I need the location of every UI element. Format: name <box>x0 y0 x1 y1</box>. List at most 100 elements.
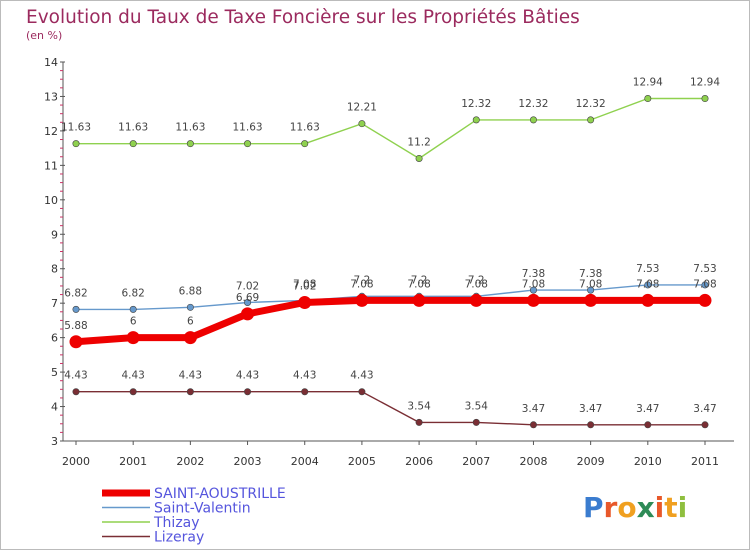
data-label: 3.47 <box>579 403 602 415</box>
data-label: 12.32 <box>518 98 548 110</box>
data-point <box>701 95 709 103</box>
x-tick-label: 2002 <box>176 455 204 468</box>
y-tick-label: 6 <box>51 332 58 345</box>
series-line <box>75 284 706 311</box>
data-point <box>186 303 194 311</box>
data-label: 7.08 <box>579 278 602 290</box>
data-label: 4.43 <box>236 370 259 382</box>
data-label: 6.69 <box>236 292 259 304</box>
data-label: 7.2 <box>468 274 485 286</box>
data-point <box>469 293 483 307</box>
x-tick-label: 2000 <box>62 455 90 468</box>
y-tick-label: 11 <box>44 159 58 172</box>
data-point <box>129 388 137 396</box>
data-point <box>587 116 595 124</box>
data-point <box>69 335 83 349</box>
data-label: 6.82 <box>121 287 144 299</box>
data-label: 7.53 <box>636 263 659 275</box>
data-label: 6.82 <box>64 287 87 299</box>
data-point <box>244 388 252 396</box>
legend-label: Lizeray <box>154 530 204 546</box>
data-label: 7.2 <box>411 274 428 286</box>
y-tick-label: 7 <box>51 297 58 310</box>
x-tick-label: 2009 <box>577 455 605 468</box>
data-label: 12.32 <box>576 98 606 110</box>
data-label: 11.63 <box>290 122 320 134</box>
data-label: 6 <box>187 316 194 328</box>
series-line <box>75 97 706 160</box>
data-point <box>587 286 595 294</box>
chart-title: Evolution du Taux de Taxe Foncière sur l… <box>26 7 580 28</box>
data-point <box>529 421 537 429</box>
data-label: 3.54 <box>407 400 431 412</box>
data-label: 7.02 <box>236 280 259 292</box>
brand-letter: x <box>637 491 655 524</box>
y-tick-label: 14 <box>44 56 58 69</box>
data-label: 7.53 <box>693 263 716 275</box>
data-label: 6 <box>130 316 137 328</box>
data-label: 7.2 <box>354 274 371 286</box>
x-tick-label: 2011 <box>691 455 719 468</box>
data-point <box>412 293 426 307</box>
data-label: 7.02 <box>293 280 316 292</box>
data-label: 3.47 <box>522 403 545 415</box>
data-point <box>472 418 480 426</box>
axes: 3 4 5 6 7 8 9 10 11 12 13 14 2000 2001 2002 2003 2004 200… <box>44 56 734 468</box>
data-point <box>584 293 598 307</box>
brand-letter: i <box>678 491 688 524</box>
y-tick-label: 3 <box>51 435 58 448</box>
data-point <box>241 307 255 321</box>
series-line <box>75 391 706 426</box>
data-point <box>72 140 80 148</box>
data-label: 4.43 <box>293 370 316 382</box>
data-point <box>129 140 137 148</box>
y-tick-label: 5 <box>51 366 58 379</box>
brand-letter: o <box>617 491 636 524</box>
data-point <box>701 281 709 289</box>
x-tick-label: 2003 <box>234 455 262 468</box>
data-point <box>72 388 80 396</box>
data-label: 12.94 <box>690 77 720 89</box>
data-label: 3.47 <box>636 403 659 415</box>
data-point <box>698 293 712 307</box>
data-label: 12.32 <box>461 98 491 110</box>
brand-letter: i <box>655 491 665 524</box>
data-label: 11.63 <box>175 122 205 134</box>
y-tick-label: 12 <box>44 125 58 138</box>
data-label: 7.38 <box>522 268 545 280</box>
data-label: 7.08 <box>350 278 373 290</box>
series-layer <box>69 95 712 429</box>
data-label: 11.63 <box>61 122 91 134</box>
data-label: 4.43 <box>64 370 87 382</box>
x-tick-label: 2010 <box>634 455 662 468</box>
data-label: 3.54 <box>465 400 489 412</box>
data-point <box>358 120 366 128</box>
legend-label: Saint-Valentin <box>154 501 251 517</box>
data-label: 7.08 <box>465 278 488 290</box>
data-point <box>644 281 652 289</box>
data-point <box>72 305 80 313</box>
data-point <box>529 116 537 124</box>
data-point <box>301 140 309 148</box>
data-point <box>126 331 140 345</box>
data-point <box>244 298 252 306</box>
chart-subtitle: (en %) <box>26 29 62 42</box>
series-lizeray <box>72 388 709 429</box>
x-tick-label: 2007 <box>462 455 490 468</box>
data-label: 7.08 <box>522 278 545 290</box>
data-label: 7.08 <box>636 278 659 290</box>
brand-logo: Proxiti <box>583 491 687 524</box>
legend: SAINT-AOUSTRILLESaint-ValentinThizayLize… <box>102 486 286 546</box>
data-label: 3.47 <box>693 403 716 415</box>
data-label: 12.21 <box>347 102 377 114</box>
data-point <box>298 295 312 309</box>
data-point <box>529 286 537 294</box>
x-tick-label: 2005 <box>348 455 376 468</box>
x-tick-label: 2008 <box>519 455 547 468</box>
data-labels: 4.43 4.43 4.43 4.43 4.43 4.43 3.54 3.54 3.47 3.47… <box>61 77 720 415</box>
data-point <box>355 293 369 307</box>
series-line <box>72 296 709 346</box>
data-label: 7.08 <box>693 278 716 290</box>
series-thizay <box>72 95 709 162</box>
